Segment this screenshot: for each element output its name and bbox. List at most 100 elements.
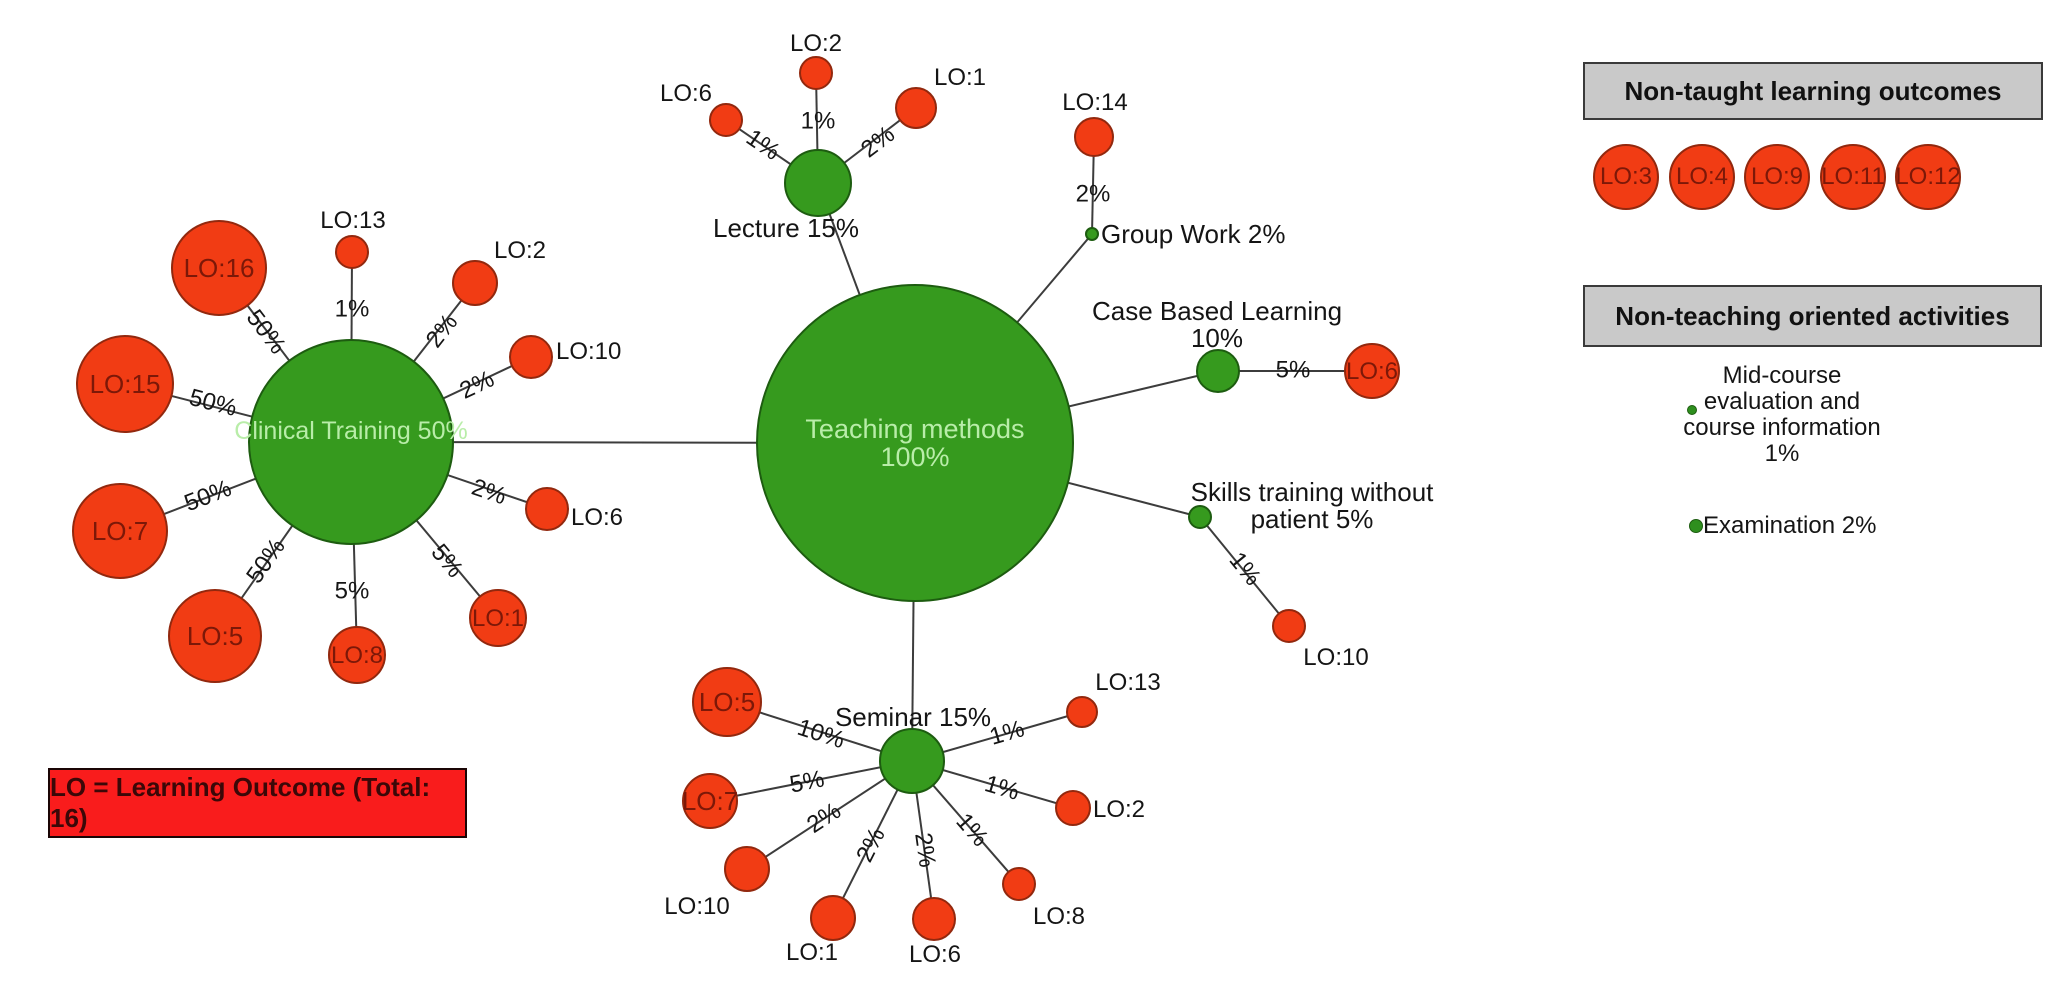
node-seminar-circle bbox=[879, 728, 945, 794]
node-l2-circle bbox=[799, 56, 833, 90]
legend-non-teaching-title: Non-teaching oriented activities bbox=[1583, 285, 2042, 347]
examination-label: Examination 2% bbox=[1703, 512, 1877, 539]
node-lecture-circle bbox=[784, 149, 852, 217]
node-groupwork-circle bbox=[1085, 227, 1099, 241]
node-c10-label: LO:10 bbox=[556, 338, 621, 365]
edge-lecture-l6-label: 1% bbox=[741, 124, 785, 166]
legend-non-taught-title: Non-taught learning outcomes bbox=[1583, 62, 2043, 120]
node-l1-label: LO:1 bbox=[934, 64, 986, 91]
node-b6-label: LO:6 bbox=[1346, 358, 1398, 385]
edge-clinical-c8-label: 5% bbox=[335, 578, 370, 605]
node-m6-label: LO:6 bbox=[909, 941, 961, 968]
edge-groupwork-g14-label: 2% bbox=[1076, 181, 1111, 208]
node-m13-label: LO:13 bbox=[1095, 669, 1160, 696]
node-groupwork-label: Group Work 2% bbox=[1101, 219, 1285, 249]
node-m10-label: LO:10 bbox=[664, 893, 729, 920]
node-m7-circle bbox=[682, 773, 738, 829]
edge-clinical-c2-label: 2% bbox=[421, 309, 464, 353]
node-m1-label: LO:1 bbox=[786, 939, 838, 966]
node-lecture-label: Lecture 15% bbox=[713, 213, 859, 243]
node-b6-circle bbox=[1344, 343, 1400, 399]
node-c6-circle bbox=[525, 487, 569, 531]
mid-course-evaluation-label: Mid-course evaluation and course informa… bbox=[1683, 362, 1881, 467]
node-m5-label: LO:5 bbox=[699, 687, 755, 717]
edge-seminar-m7-label: 5% bbox=[787, 765, 826, 798]
edge-clinical-c16-label: 50% bbox=[241, 305, 292, 360]
node-s10-label: LO:10 bbox=[1303, 644, 1368, 671]
mid-course-evaluation-dot bbox=[1687, 405, 1697, 415]
node-m13-circle bbox=[1066, 696, 1098, 728]
node-c13-label: LO:13 bbox=[320, 207, 385, 234]
edge-cbl-b6-label: 5% bbox=[1276, 357, 1311, 384]
edge-lecture-l1-label: 2% bbox=[856, 121, 900, 164]
edge-seminar-m13-label: 1% bbox=[987, 715, 1028, 751]
node-skills-circle bbox=[1188, 505, 1212, 529]
lo-note-box: LO = Learning Outcome (Total: 16) bbox=[48, 768, 467, 838]
node-c6-label: LO:6 bbox=[571, 504, 623, 531]
node-s10-circle bbox=[1272, 609, 1306, 643]
edge-clinical-c6-label: 2% bbox=[468, 474, 510, 511]
node-c1-label: LO:1 bbox=[472, 605, 524, 632]
edge-clinical-c10-label: 2% bbox=[456, 365, 499, 404]
node-c2-circle bbox=[452, 260, 498, 306]
node-g14-label: LO:14 bbox=[1062, 89, 1127, 116]
node-m6-circle bbox=[912, 897, 956, 941]
node-c15-circle bbox=[76, 335, 174, 433]
legend-circle-lo-9: LO:9 bbox=[1744, 144, 1810, 210]
node-l6-circle bbox=[709, 103, 743, 137]
node-c13-circle bbox=[335, 235, 369, 269]
edge-seminar-m2-label: 1% bbox=[982, 770, 1023, 806]
node-m1-circle bbox=[810, 895, 856, 941]
edge-skills-s10 bbox=[1199, 516, 1290, 627]
edge-seminar-m10-label: 2% bbox=[802, 797, 846, 839]
node-cbl-label: Case Based Learning 10% bbox=[1092, 296, 1342, 353]
edge-seminar-m8-label: 1% bbox=[950, 808, 993, 852]
node-m10-circle bbox=[724, 846, 770, 892]
node-m2-label: LO:2 bbox=[1093, 796, 1145, 823]
node-clinical-label: Clinical Training 50% bbox=[234, 417, 467, 445]
node-m5-circle bbox=[692, 667, 762, 737]
node-m7-label: LO:7 bbox=[682, 786, 738, 816]
edge-seminar-m7 bbox=[709, 760, 913, 802]
node-m8-circle bbox=[1002, 867, 1036, 901]
node-c8-label: LO:8 bbox=[331, 642, 383, 669]
legend-circle-lo-11: LO:11 bbox=[1820, 144, 1886, 210]
edge-clinical-c15-label: 50% bbox=[186, 384, 239, 422]
legend-circle-lo-3: LO:3 bbox=[1593, 144, 1659, 210]
node-teaching-circle bbox=[756, 284, 1074, 602]
node-c2-label: LO:2 bbox=[494, 237, 546, 264]
node-g14-circle bbox=[1074, 117, 1114, 157]
node-c7-label: LO:7 bbox=[92, 516, 148, 546]
examination-dot bbox=[1689, 519, 1703, 533]
node-cbl-circle bbox=[1196, 349, 1240, 393]
edge-clinical-c5-label: 50% bbox=[241, 534, 291, 589]
legend-circle-lo-12: LO:12 bbox=[1895, 144, 1961, 210]
node-seminar-label: Seminar 15% bbox=[835, 702, 991, 732]
legend-circle-lo-4: LO:4 bbox=[1669, 144, 1735, 210]
node-c15-label: LO:15 bbox=[90, 369, 161, 399]
node-c5-label: LO:5 bbox=[187, 621, 243, 651]
node-l1-circle bbox=[895, 87, 937, 129]
node-c10-circle bbox=[509, 335, 553, 379]
node-c16-label: LO:16 bbox=[184, 253, 255, 283]
node-teaching-label: Teaching methods 100% bbox=[805, 414, 1024, 472]
edge-seminar-m1-label: 2% bbox=[851, 823, 891, 866]
node-c7-circle bbox=[72, 483, 168, 579]
node-c1-circle bbox=[469, 589, 527, 647]
node-c8-circle bbox=[328, 626, 386, 684]
edge-clinical-c13-label: 1% bbox=[335, 296, 370, 323]
node-c5-circle bbox=[168, 589, 262, 683]
edge-clinical-c7-label: 50% bbox=[181, 475, 236, 517]
node-m2-circle bbox=[1055, 790, 1091, 826]
edge-seminar-m6-label: 2% bbox=[909, 831, 941, 869]
node-skills-label: Skills training without patient 5% bbox=[1191, 477, 1435, 534]
node-clinical-circle bbox=[248, 339, 454, 545]
nodes-layer bbox=[72, 56, 1400, 941]
node-m8-label: LO:8 bbox=[1033, 903, 1085, 930]
edge-lecture-l2-label: 1% bbox=[801, 108, 836, 135]
node-c16-circle bbox=[171, 220, 267, 316]
node-l6-label: LO:6 bbox=[660, 80, 712, 107]
node-l2-label: LO:2 bbox=[790, 30, 842, 57]
